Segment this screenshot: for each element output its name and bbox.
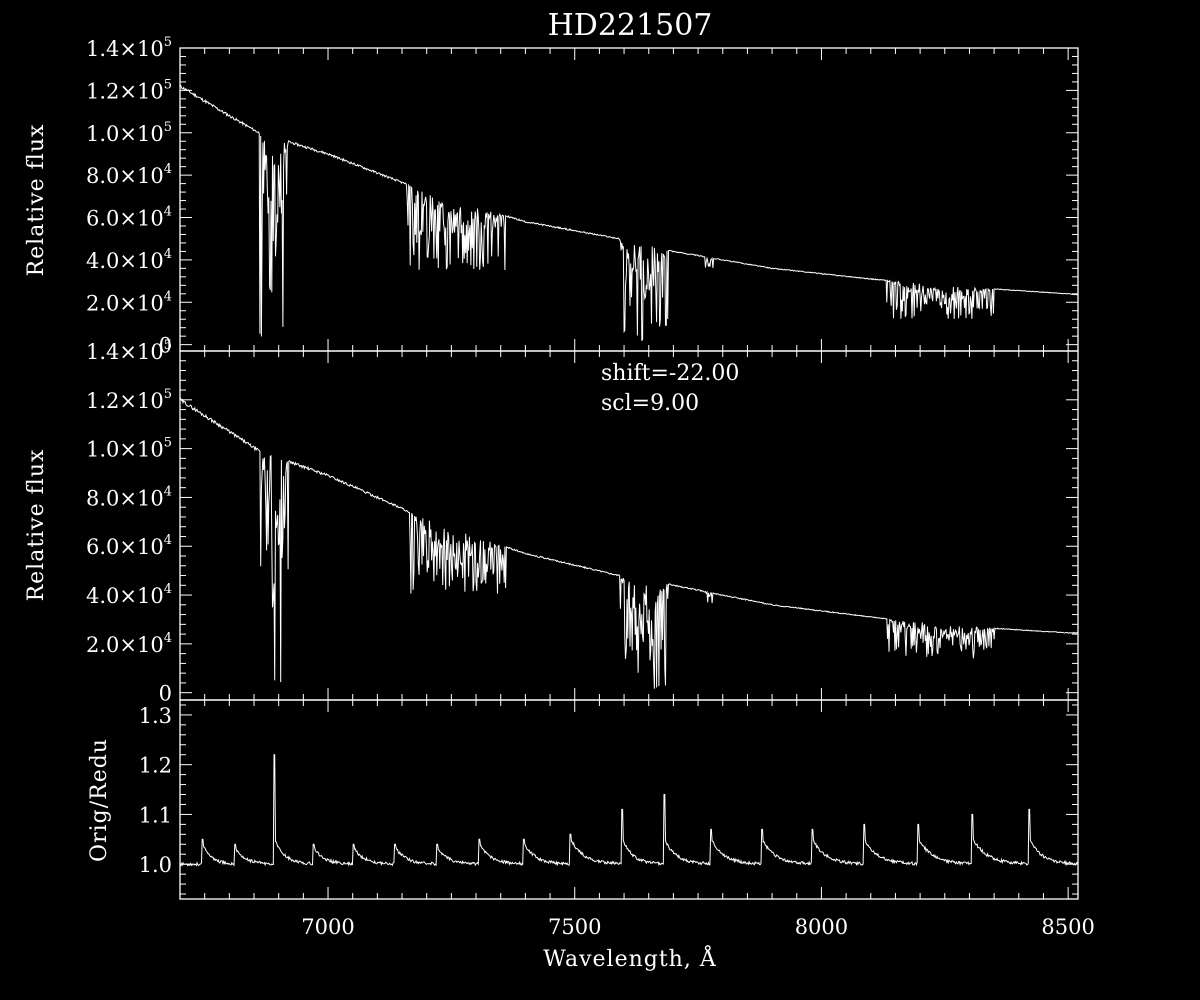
middle-panel-ticks — [179, 350, 1078, 700]
bottom-panel: 1.3 1.2 1.1 1.0 Orig/Redu 7000 7500 8000 8500 — [87, 699, 1095, 939]
middle-spectrum-line — [179, 397, 1078, 689]
y-tick-label: 4.0×104 — [86, 582, 172, 608]
x-tick-label: 8500 — [1041, 915, 1094, 939]
x-tick-labels: 7000 7500 8000 8500 — [301, 915, 1095, 939]
y-tick-label: 6.0×104 — [86, 533, 172, 559]
scale-annotation: scl=9.00 — [601, 391, 699, 416]
y-tick-label: 1.4×105 — [86, 35, 172, 61]
top-spectrum-line — [179, 84, 1078, 342]
y-tick-label: 4.0×104 — [86, 247, 172, 273]
y-tick-label: 8.0×104 — [86, 484, 172, 510]
bottom-panel-ticks — [179, 700, 1078, 899]
middle-panel-ylabel: Relative flux — [24, 449, 49, 602]
middle-panel: 1.4×105 1.2×105 1.0×105 8.0×104 6.0×104 4.0×1… — [24, 338, 1079, 706]
x-tick-label: 7000 — [301, 915, 354, 939]
y-tick-label: 1.1 — [139, 803, 172, 827]
y-tick-label: 1.0×105 — [86, 436, 172, 462]
y-tick-label: 0 — [159, 682, 172, 706]
y-tick-label: 1.0×105 — [86, 120, 172, 146]
y-tick-label: 2.0×104 — [86, 289, 172, 315]
y-tick-label: 1.2×105 — [86, 77, 172, 103]
top-panel-ylabel: Relative flux — [24, 124, 49, 277]
y-tick-label: 8.0×104 — [86, 162, 172, 188]
ratio-line — [179, 754, 1079, 867]
y-tick-label: 1.0 — [139, 853, 172, 877]
y-tick-label: 6.0×104 — [86, 205, 172, 231]
y-tick-label: 2.0×104 — [86, 631, 172, 657]
bottom-panel-tick-labels: 1.3 1.2 1.1 1.0 — [139, 704, 172, 877]
top-panel-ticks — [179, 47, 1078, 351]
x-tick-label: 8000 — [795, 915, 848, 939]
y-tick-label: 0 — [159, 334, 172, 358]
bottom-panel-frame — [179, 699, 1079, 900]
x-tick-label: 7500 — [548, 915, 601, 939]
y-tick-label: 1.2 — [139, 754, 172, 778]
top-panel: 1.4×105 1.2×105 1.0×105 8.0×104 6.0×104 4.0×1… — [24, 35, 1079, 358]
y-tick-label: 1.4×105 — [86, 338, 172, 364]
middle-panel-tick-labels: 1.4×105 1.2×105 1.0×105 8.0×104 6.0×104 4.0×1… — [86, 338, 172, 706]
figure-title: HD221507 — [548, 8, 713, 43]
bottom-panel-ylabel: Orig/Redu — [87, 738, 112, 862]
y-tick-label: 1.3 — [139, 704, 172, 728]
y-tick-label: 1.2×105 — [86, 387, 172, 413]
top-panel-tick-labels: 1.4×105 1.2×105 1.0×105 8.0×104 6.0×104 4.0×1… — [86, 35, 172, 358]
x-axis-label: Wavelength, Å — [543, 944, 717, 972]
shift-annotation: shift=-22.00 — [601, 361, 739, 386]
